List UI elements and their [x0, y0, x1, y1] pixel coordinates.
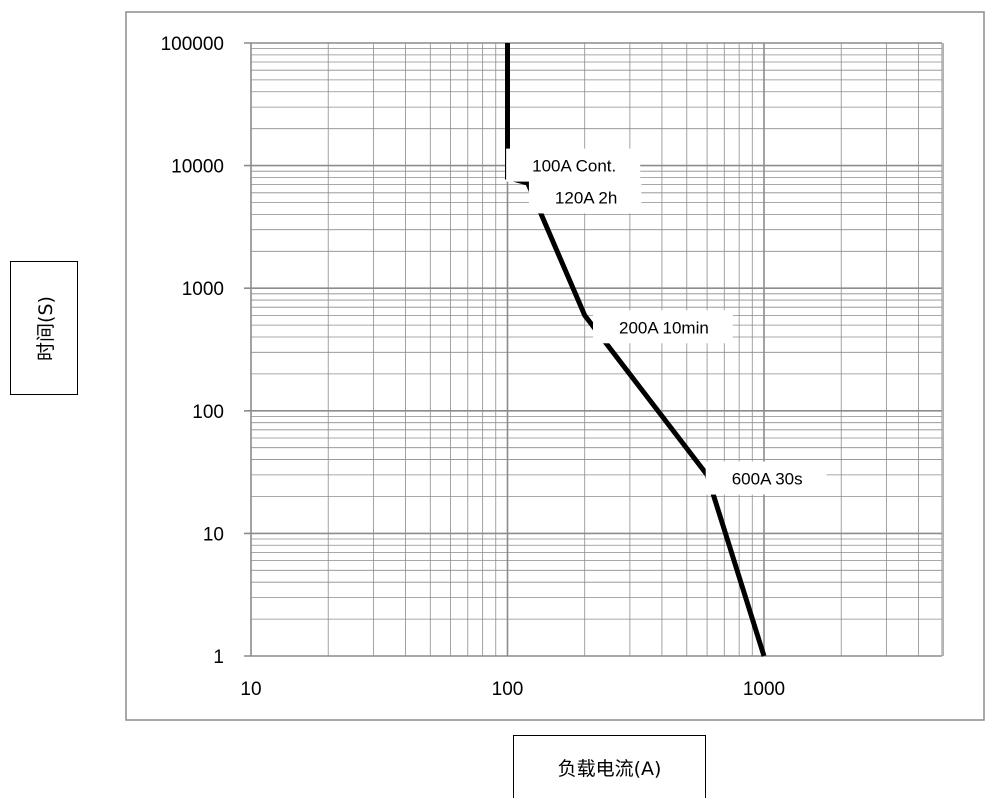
annotation-bg	[705, 461, 827, 495]
annotation-label: 120A 2h	[555, 188, 617, 207]
x-axis-title: 负载电流(A)	[557, 757, 662, 780]
minor-grid	[251, 43, 944, 656]
annotation: 120A 2h	[528, 180, 642, 214]
x-axis-title-box: 负载电流(A)	[513, 735, 706, 798]
x-tick-label: 100	[492, 679, 524, 700]
annotation: 600A 30s	[705, 461, 827, 495]
annotation-layer: 100A Cont. 120A 2h 200A 10min 600A 30s	[506, 148, 827, 495]
tick-label-layer: 1 10 100 1000 10000 100000 10 100 1000	[161, 34, 786, 700]
annotation: 100A Cont.	[506, 148, 641, 182]
annotation-bg	[528, 180, 642, 214]
annotation: 200A 10min	[593, 310, 733, 344]
x-tick-label: 1000	[743, 679, 785, 700]
annotation-bg	[506, 148, 641, 182]
annotation-label: 600A 30s	[732, 470, 803, 489]
y-tick-label: 1000	[182, 279, 224, 300]
annotation-label: 200A 10min	[619, 318, 709, 337]
y-tick-label: 10	[203, 524, 224, 545]
y-tick-label: 100000	[161, 34, 224, 55]
chart-frame	[125, 11, 985, 721]
y-tick-label: 1	[213, 647, 224, 668]
x-tick-label: 10	[240, 679, 261, 700]
y-axis-title: 时间(S)	[34, 295, 57, 361]
annotation-bg	[593, 310, 733, 344]
annotation-label: 100A Cont.	[532, 157, 616, 176]
y-tick-label: 10000	[171, 157, 224, 178]
y-tick-label: 100	[192, 402, 224, 423]
major-grid	[244, 42, 942, 657]
y-axis-title-box: 时间(S)	[10, 261, 78, 395]
